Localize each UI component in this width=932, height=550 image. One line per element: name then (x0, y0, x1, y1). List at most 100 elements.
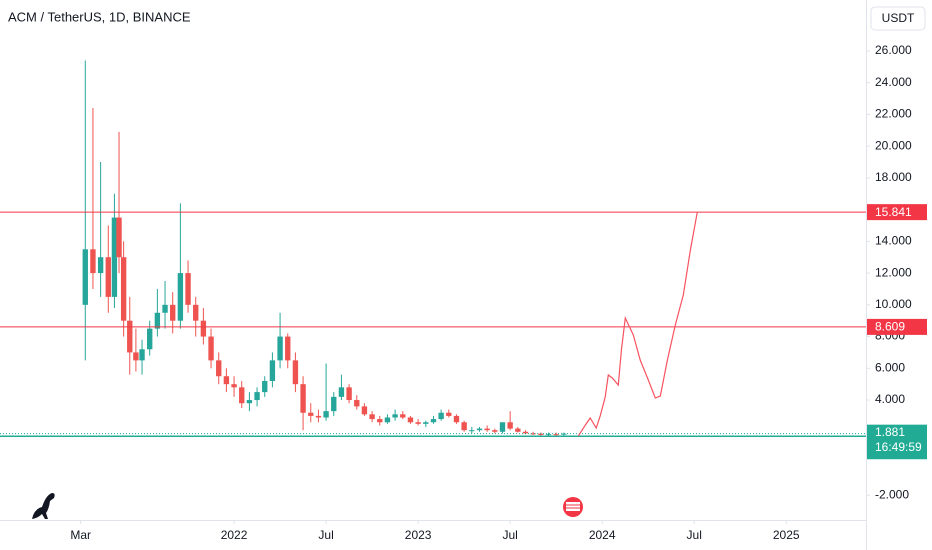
candle-body (331, 396, 337, 412)
candle-body (553, 434, 559, 436)
y-tick-label: 10.000 (875, 297, 912, 311)
level-label: 15.841 (875, 205, 912, 219)
y-tick-label: 14.000 (875, 234, 912, 248)
candle-body (216, 360, 222, 377)
candle-body (162, 304, 168, 313)
candle-body (392, 414, 398, 418)
candle-body (185, 273, 191, 305)
candle-body (120, 257, 127, 321)
candle-body (476, 428, 483, 431)
currency-label[interactable]: USDT (882, 11, 915, 25)
y-tick-label: 18.000 (875, 170, 912, 184)
candle-body (407, 417, 414, 423)
candle-body (105, 257, 111, 297)
candle-body (139, 349, 145, 361)
candle-body (177, 273, 184, 321)
y-tick-label: 12.000 (875, 265, 912, 279)
candle-body (111, 217, 118, 297)
y-tick-label: 26.000 (875, 43, 912, 57)
x-tick-label: Mar (70, 528, 91, 542)
candle-body (200, 320, 207, 337)
candle-body (277, 336, 283, 361)
y-tick-label: 24.000 (875, 75, 912, 89)
candle-body (292, 360, 299, 385)
candle-body (545, 434, 552, 436)
candle-body (82, 249, 88, 305)
candle-body (453, 415, 460, 423)
candle-body (484, 428, 490, 431)
candle-body (239, 387, 245, 404)
level-label-box (867, 204, 927, 221)
candle-body (254, 392, 260, 401)
candle-body (384, 417, 391, 423)
candle-body (522, 431, 529, 434)
candle-body (170, 304, 176, 321)
chart-title: ACM / TetherUS, 1D, BINANCE (8, 9, 191, 24)
candle-body (461, 422, 467, 431)
forecast-drawing (577, 212, 698, 437)
candle-body (231, 384, 237, 388)
y-tick-label: 22.000 (875, 107, 912, 121)
candle-body (315, 415, 322, 418)
last-price-label: 1.881 (875, 425, 905, 439)
logo (32, 493, 55, 519)
candle-body (133, 352, 139, 361)
candle-body (323, 411, 329, 418)
candle-body (300, 384, 306, 413)
y-tick-label: -2.000 (875, 487, 909, 501)
candle-body (147, 328, 153, 350)
candle-body (423, 422, 429, 424)
candle-body (415, 422, 421, 424)
candle-body (530, 433, 536, 435)
candle-body (369, 414, 375, 420)
candle-body (438, 412, 444, 420)
candle-body (446, 412, 452, 416)
candles (82, 60, 567, 437)
candle-body (361, 406, 368, 415)
countdown-label: 16:49:59 (875, 440, 922, 454)
x-tick-label: 2023 (405, 528, 432, 542)
candle-body (538, 433, 544, 435)
candle-body (469, 430, 475, 432)
candle-body (515, 428, 521, 432)
x-tick-label: Jul (318, 528, 333, 542)
candle-body (193, 304, 199, 321)
x-tick-label: 2024 (589, 528, 616, 542)
x-tick-label: Jul (687, 528, 702, 542)
candle-body (262, 380, 268, 393)
currency-button[interactable] (870, 6, 926, 31)
event-icon (563, 497, 583, 517)
candle-body (507, 422, 513, 429)
candle-body (308, 412, 314, 416)
x-tick-label: 2025 (773, 528, 800, 542)
x-tick-label: Jul (502, 528, 517, 542)
candle-body (97, 257, 104, 274)
candle-body (354, 400, 360, 407)
candle-body (400, 414, 406, 418)
candle-body (499, 422, 506, 432)
y-tick-label: 6.000 (875, 360, 905, 374)
candle-body (285, 336, 291, 361)
candle-body (208, 336, 214, 361)
candle-body (269, 360, 276, 381)
candle-body (90, 249, 96, 274)
level-label: 8.609 (875, 320, 905, 334)
candle-body (338, 387, 345, 397)
candle-body (154, 312, 161, 329)
y-tick-label: 20.000 (875, 138, 912, 152)
last-price-box (867, 424, 927, 457)
candle-body (346, 387, 352, 401)
y-tick-label: 4.000 (875, 392, 905, 406)
candle-body (223, 376, 230, 385)
candle-body (430, 419, 437, 423)
candle-body (377, 419, 383, 423)
candle-body (492, 430, 498, 432)
x-tick-label: 2022 (221, 528, 248, 542)
candle-body (561, 433, 567, 435)
candle-body (246, 400, 253, 404)
candle-body (116, 217, 122, 258)
candle-body (127, 320, 133, 353)
